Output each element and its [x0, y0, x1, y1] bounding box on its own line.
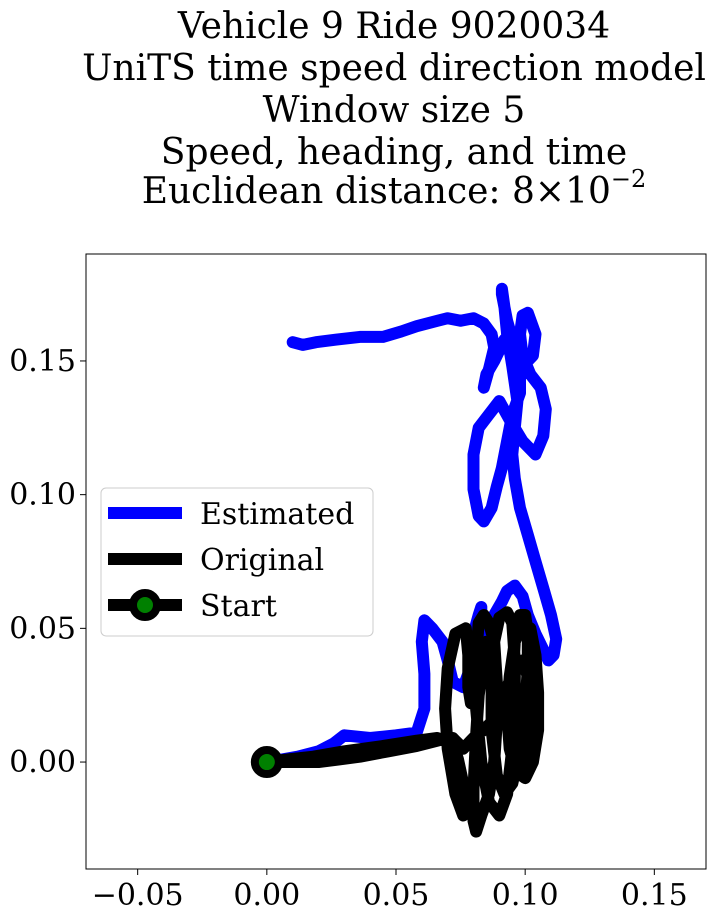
series-line-original	[260, 606, 545, 838]
legend-swatch-start-marker	[129, 589, 161, 621]
title-distance-mantissa: 8	[512, 171, 535, 212]
x-tick-label: 0.00	[233, 878, 300, 913]
y-tick-label: 0.10	[9, 478, 76, 513]
x-tick-label: −0.05	[92, 878, 184, 913]
x-axis: −0.05 0.00 0.05 0.10 0.15	[92, 869, 688, 913]
y-tick-label: 0.00	[9, 745, 76, 780]
title-line-2: UniTS time speed direction model	[82, 48, 706, 89]
start-marker	[250, 746, 283, 779]
y-axis: 0.00 0.05 0.10 0.15	[9, 344, 86, 780]
x-tick-label: 0.10	[492, 878, 559, 913]
y-tick-label: 0.15	[9, 344, 76, 379]
x-tick-label: 0.05	[363, 878, 430, 913]
x-tick-label: 0.15	[621, 878, 688, 913]
title-distance-prefix: Euclidean distance:	[142, 171, 512, 212]
title-line-1: Vehicle 9 Ride 9020034	[177, 6, 610, 47]
y-tick-label: 0.05	[9, 611, 76, 646]
legend-label-original: Original	[200, 543, 324, 578]
title-distance-base: 10	[565, 171, 611, 212]
chart-title: Vehicle 9 Ride 9020034 UniTS time speed …	[82, 6, 706, 212]
title-line-4: Speed, heading, and time	[161, 132, 627, 173]
title-line-5: Euclidean distance: 8×10−2	[142, 165, 647, 212]
title-distance-exponent: −2	[611, 165, 646, 193]
title-distance-times: ×	[535, 171, 565, 212]
legend-label-start: Start	[200, 589, 277, 624]
title-line-3: Window size 5	[263, 90, 526, 131]
legend-label-estimated: Estimated	[200, 497, 354, 532]
series-layer	[250, 282, 563, 838]
legend: Estimated Original Start	[100, 487, 374, 637]
